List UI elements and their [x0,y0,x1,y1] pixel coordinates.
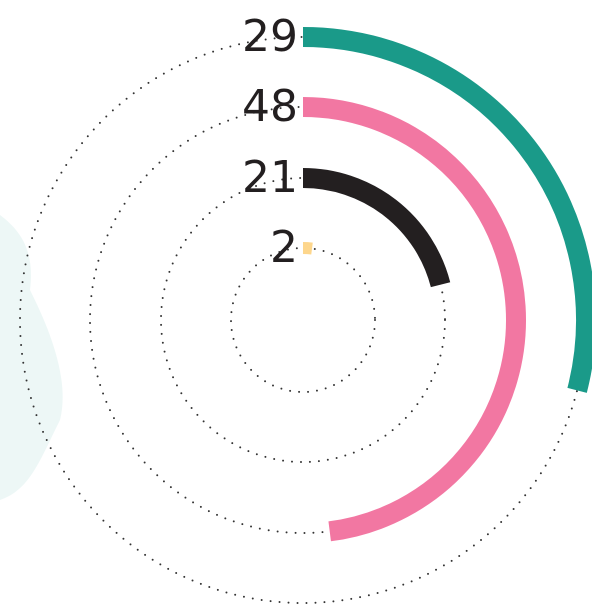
track [160,177,446,463]
arc-bar [302,168,451,288]
value-label: 21 [242,152,298,203]
value-label: 48 [242,81,298,132]
arc-bar [302,242,313,255]
value-label: 29 [242,11,298,62]
value-label: 2 [270,222,298,273]
arc-bar [302,97,526,542]
background-map [0,215,63,500]
track [230,247,376,393]
arc-bar [302,27,592,393]
